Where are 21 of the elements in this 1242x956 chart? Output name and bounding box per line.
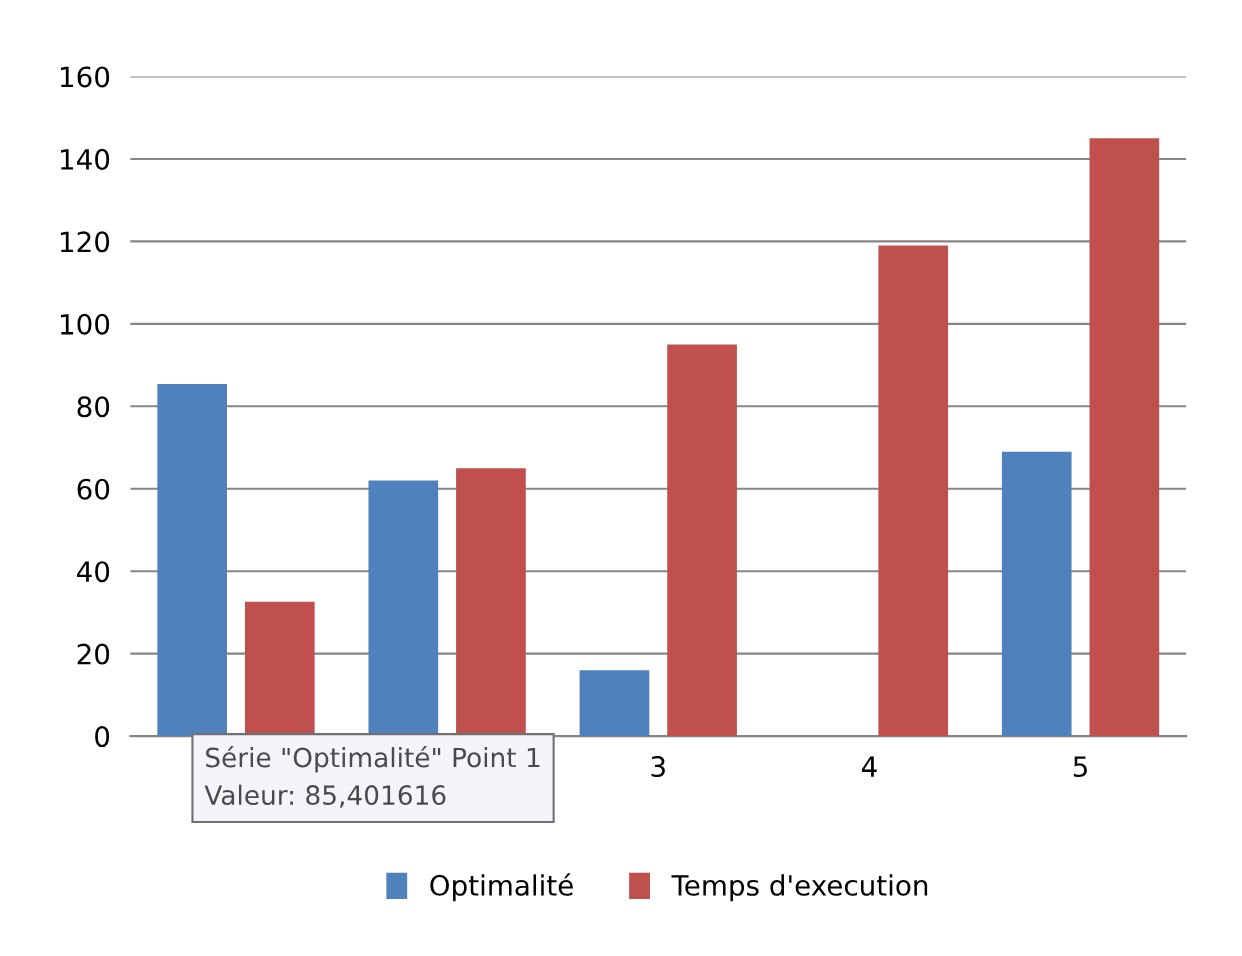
y-tick-label: 0: [95, 726, 110, 748]
bar: [579, 670, 650, 737]
legend-label: Optimalité: [430, 873, 573, 902]
y-tick-label: 120: [61, 231, 110, 253]
x-tick-label: 4: [861, 756, 877, 777]
y-tick-label: 140: [61, 148, 110, 170]
y-tick-label: 100: [61, 313, 110, 335]
bar: [667, 344, 737, 737]
bar: [1001, 451, 1072, 737]
x-tick-label: 3: [651, 756, 665, 778]
bar: [1089, 138, 1160, 737]
x-tick-label: 5: [1073, 756, 1087, 778]
legend-label: Temps d'execution: [671, 874, 928, 902]
bar: [878, 245, 949, 737]
y-tick-label: 20: [77, 643, 110, 665]
y-tick-label: 40: [76, 561, 110, 583]
bar: [157, 384, 228, 737]
y-tick-label: 60: [77, 478, 110, 500]
y-tick-label: 80: [77, 396, 110, 418]
y-tick-label: 160: [61, 66, 110, 88]
text: Série "Optimalité" Point 1 Valeur: 85,401616: [204, 746, 540, 808]
